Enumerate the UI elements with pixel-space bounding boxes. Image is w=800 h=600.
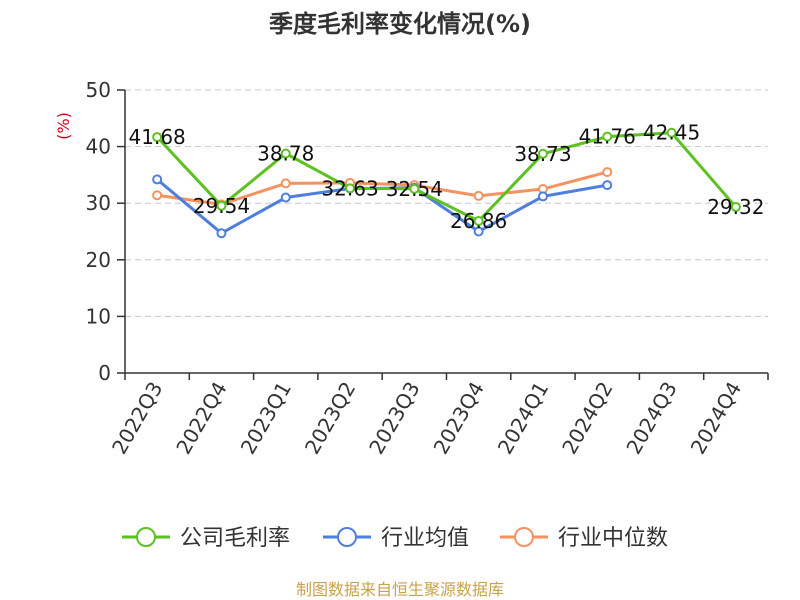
legend-label: 公司毛利率 <box>180 526 290 551</box>
gridlines <box>125 89 768 317</box>
legend-marker <box>337 527 357 547</box>
data-point <box>409 183 420 194</box>
x-tick-label: 2024Q1 <box>493 378 553 459</box>
x-tick-label: 2023Q4 <box>429 378 489 459</box>
data-label: 29.32 <box>707 195 764 219</box>
data-point <box>473 190 484 201</box>
data-label: 29.54 <box>193 194 250 218</box>
data-point <box>152 174 163 185</box>
legend-label: 行业中位数 <box>558 526 668 551</box>
legend: 公司毛利率 行业均值 行业中位数 <box>122 526 668 551</box>
data-point <box>537 191 548 202</box>
y-tick-label: 30 <box>86 191 111 215</box>
data-point <box>216 200 227 211</box>
data-point <box>730 202 741 213</box>
x-tick-label: 2023Q1 <box>236 378 296 459</box>
data-point <box>602 167 613 178</box>
x-tick-label: 2024Q3 <box>621 378 681 459</box>
y-axis-label: (%) <box>54 112 73 140</box>
data-point <box>473 215 484 226</box>
data-point <box>666 127 677 138</box>
legend-label: 行业均值 <box>381 526 469 551</box>
data-point <box>216 228 227 239</box>
y-tick-label: 40 <box>86 135 111 159</box>
data-label: 42.45 <box>643 121 700 145</box>
x-tick-label: 2023Q2 <box>300 378 360 459</box>
data-point <box>473 226 484 237</box>
series-line <box>156 131 737 223</box>
legend-marker <box>136 527 156 547</box>
data-label: 26.86 <box>450 209 507 233</box>
data-point <box>280 192 291 203</box>
data-point <box>280 178 291 189</box>
data-point <box>152 132 163 143</box>
y-tick-label: 20 <box>86 248 111 272</box>
data-point <box>602 180 613 191</box>
y-tick-label: 0 <box>98 361 111 385</box>
data-label: 38.73 <box>514 142 571 166</box>
series-lines <box>152 127 741 239</box>
y-tick-label: 10 <box>86 304 111 328</box>
data-label: 32.63 <box>321 176 378 200</box>
y-tick-label: 50 <box>86 78 111 102</box>
data-point <box>152 190 163 201</box>
data-label: 32.54 <box>386 177 443 201</box>
x-tick-label: 2024Q4 <box>686 378 746 459</box>
x-tick-label: 2024Q2 <box>557 378 617 459</box>
data-point <box>602 131 613 142</box>
data-label: 41.76 <box>579 125 636 149</box>
legend-marker <box>514 527 534 547</box>
y-tick-labels: 0 10 20 30 40 50 <box>86 78 111 385</box>
x-tick-label: 2022Q4 <box>171 378 231 459</box>
data-point <box>537 148 548 159</box>
axes <box>117 89 769 380</box>
data-label: 38.78 <box>257 142 314 166</box>
x-tick-label: 2023Q3 <box>364 378 424 459</box>
series-line <box>156 170 608 206</box>
source-note: 制图数据来自恒生聚源数据库 <box>296 580 504 599</box>
chart-title: 季度毛利率变化情况(%) <box>269 10 531 38</box>
data-labels: 41.68 29.54 38.78 32.63 32.54 26.86 38.73 41.76… <box>129 121 765 233</box>
data-point <box>345 183 356 194</box>
data-label: 41.68 <box>129 125 186 149</box>
data-point <box>280 148 291 159</box>
x-tick-labels: 2022Q3 2022Q4 2023Q1 2023Q2 2023Q3 2023Q4 2024… <box>107 378 746 459</box>
x-tick-label: 2022Q3 <box>107 378 167 459</box>
